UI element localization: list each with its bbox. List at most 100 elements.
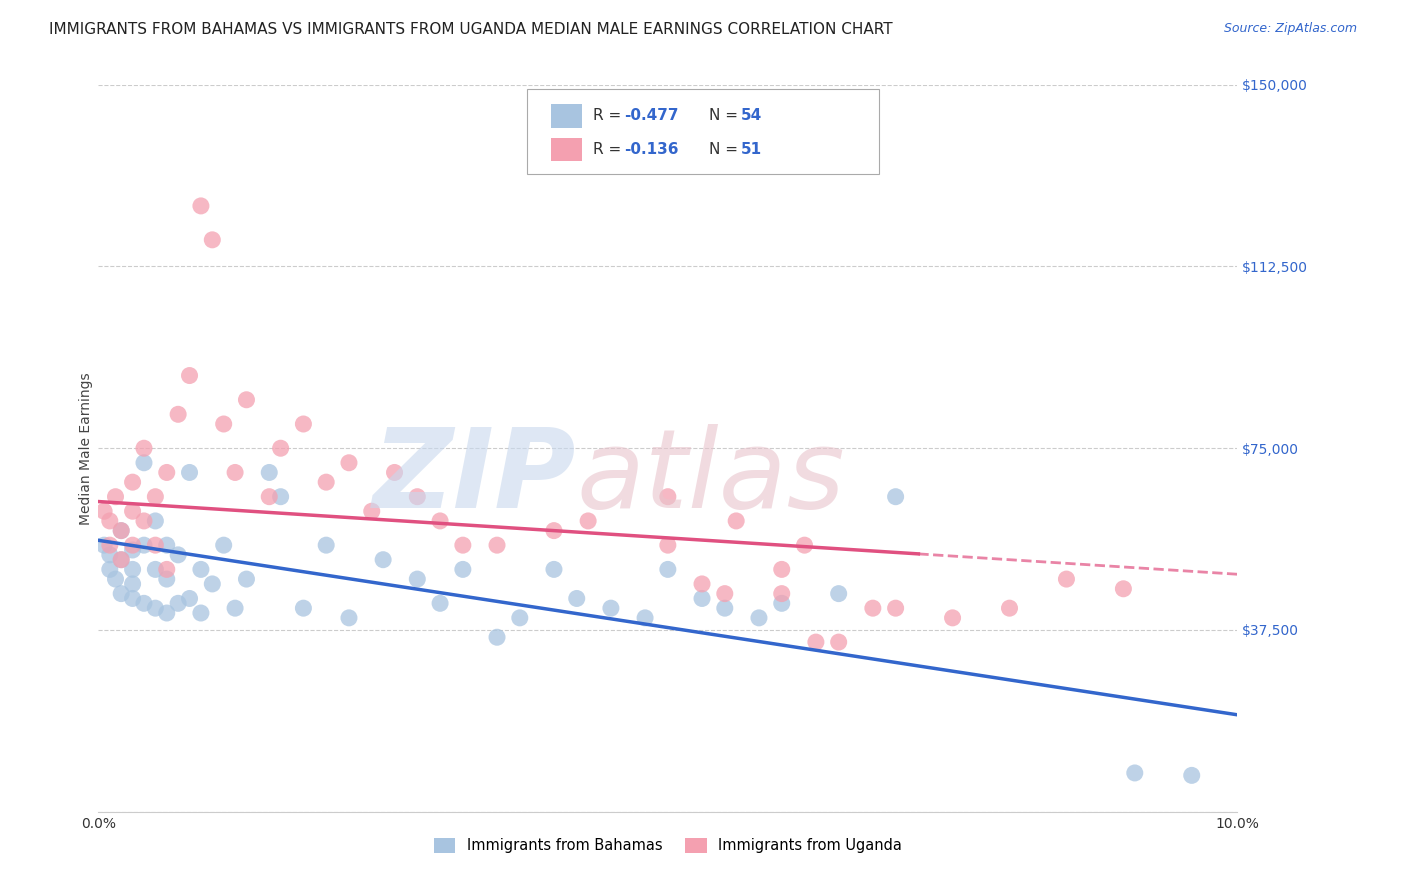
Point (145, 562, 167, 576)
Text: 54: 54 (741, 109, 762, 123)
Point (337, 611, 360, 625)
Point (543, 562, 565, 576)
Point (337, 456, 360, 470)
Point (828, 587, 851, 601)
Point (690, 591, 713, 606)
Point (179, 466, 201, 480)
Point (156, 606, 179, 620)
Point (315, 475, 337, 490)
Point (451, 538, 474, 552)
Point (132, 442, 155, 455)
Point (110, 524, 132, 538)
Point (748, 611, 770, 625)
Point (98, 514, 121, 528)
Point (121, 475, 143, 490)
Point (828, 635, 851, 649)
Point (110, 524, 132, 538)
Point (93, 504, 115, 518)
Text: N =: N = (709, 143, 742, 157)
Point (270, 442, 292, 455)
Point (104, 572, 127, 586)
Point (690, 577, 713, 591)
Point (132, 538, 155, 552)
Point (770, 596, 793, 610)
Text: atlas: atlas (576, 424, 845, 531)
Point (451, 562, 474, 576)
Point (360, 504, 382, 518)
Point (156, 572, 179, 586)
Point (657, 562, 679, 576)
Point (156, 466, 179, 480)
Point (121, 504, 143, 518)
Point (145, 490, 167, 504)
Point (373, 552, 395, 566)
Point (429, 514, 451, 528)
Point (156, 538, 179, 552)
Point (942, 611, 965, 625)
Text: 51: 51 (741, 143, 762, 157)
Point (145, 601, 167, 615)
Point (509, 611, 531, 625)
Text: ZIP: ZIP (373, 424, 576, 531)
Text: R =: R = (593, 143, 627, 157)
Point (212, 417, 235, 431)
Point (770, 587, 793, 601)
Point (543, 524, 565, 538)
Point (132, 514, 155, 528)
Point (1181, 768, 1204, 782)
Point (110, 587, 132, 601)
Point (235, 572, 257, 586)
Text: -0.136: -0.136 (624, 143, 679, 157)
Point (179, 368, 201, 383)
Point (384, 466, 406, 480)
Point (804, 635, 827, 649)
Point (725, 514, 748, 528)
Point (98, 538, 121, 552)
Point (132, 596, 155, 610)
Point (714, 587, 737, 601)
Point (224, 466, 246, 480)
Point (190, 199, 212, 213)
Point (259, 490, 281, 504)
Point (201, 233, 224, 247)
Point (201, 577, 224, 591)
Point (1112, 582, 1135, 596)
Point (657, 490, 679, 504)
Point (270, 490, 292, 504)
Point (121, 577, 143, 591)
Text: R =: R = (593, 109, 627, 123)
Point (714, 601, 737, 615)
Point (429, 596, 451, 610)
Point (576, 514, 599, 528)
Point (98, 562, 121, 576)
Point (657, 538, 679, 552)
Point (292, 417, 315, 431)
Point (406, 572, 429, 586)
Text: N =: N = (709, 109, 742, 123)
Point (259, 466, 281, 480)
Point (93, 538, 115, 552)
Point (998, 601, 1021, 615)
Point (1123, 766, 1146, 780)
Point (212, 538, 235, 552)
Point (190, 606, 212, 620)
Point (486, 630, 509, 644)
Point (110, 552, 132, 566)
Point (121, 538, 143, 552)
Point (179, 591, 201, 606)
Point (884, 490, 907, 504)
Point (292, 601, 315, 615)
Point (145, 514, 167, 528)
Point (486, 538, 509, 552)
Point (121, 562, 143, 576)
Point (167, 548, 190, 562)
Point (235, 392, 257, 407)
Point (770, 562, 793, 576)
Point (190, 562, 212, 576)
Point (98, 548, 121, 562)
Point (156, 562, 179, 576)
Point (110, 552, 132, 566)
Point (565, 591, 588, 606)
Point (121, 543, 143, 558)
Point (224, 601, 246, 615)
